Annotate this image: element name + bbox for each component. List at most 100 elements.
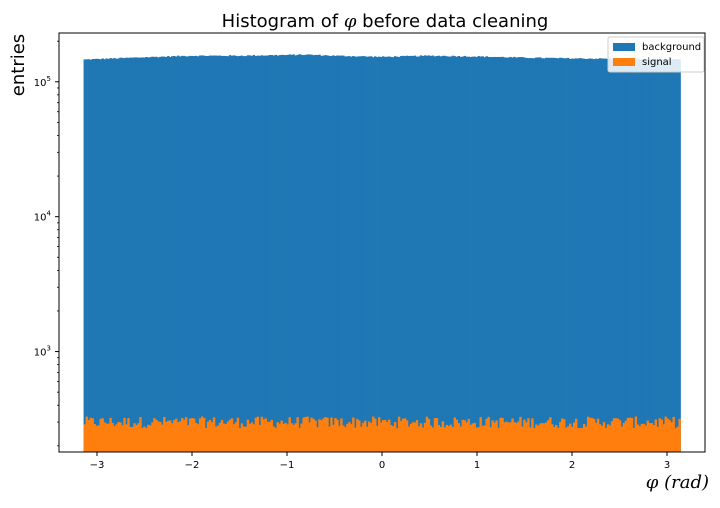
background-bar <box>131 57 134 453</box>
signal-bar <box>322 418 325 452</box>
background-bar <box>340 55 343 453</box>
signal-bar <box>573 422 576 452</box>
background-bar <box>654 58 657 452</box>
background-bar <box>87 59 90 452</box>
signal-bar <box>545 422 548 452</box>
signal-bar <box>83 424 86 452</box>
signal-bar <box>401 418 405 452</box>
signal-bar <box>672 416 675 452</box>
background-bar <box>393 56 397 453</box>
signal-bar <box>328 426 331 452</box>
signal-bar <box>513 422 516 452</box>
background-bar <box>501 56 504 453</box>
background-bar <box>676 59 679 453</box>
signal-bar <box>254 417 258 452</box>
signal-bar <box>668 420 671 452</box>
background-bar <box>449 56 453 452</box>
background-bar <box>555 58 558 453</box>
background-bar <box>161 56 164 452</box>
signal-bar <box>543 423 546 452</box>
background-bar <box>220 55 224 452</box>
background-bar <box>204 55 208 452</box>
background-bar <box>298 54 301 452</box>
title-phi-symbol: φ <box>344 11 357 32</box>
background-bar <box>624 58 628 452</box>
background-bar <box>230 55 234 452</box>
signal-bar <box>612 418 616 452</box>
background-bar <box>133 57 136 453</box>
signal-bar <box>173 419 176 452</box>
x-tick-label: 1 <box>474 460 480 471</box>
background-bar <box>280 54 283 452</box>
background-bar <box>451 55 455 453</box>
background-bar <box>89 59 92 453</box>
signal-bar <box>594 422 598 452</box>
signal-bar <box>141 427 144 452</box>
signal-bar <box>654 419 657 452</box>
x-axis-label: φ (rad) <box>646 472 709 493</box>
background-bar <box>648 59 652 453</box>
signal-bar <box>356 418 359 452</box>
signal-bar <box>342 425 345 452</box>
signal-bar <box>547 420 550 452</box>
signal-bar <box>95 425 98 452</box>
background-bar <box>477 56 480 452</box>
signal-bar <box>189 418 192 452</box>
background-bar <box>389 56 393 452</box>
signal-bar <box>278 423 281 452</box>
signal-bar <box>163 416 166 452</box>
background-bar <box>97 58 100 452</box>
signal-bar <box>346 423 349 452</box>
signal-bar <box>167 420 170 452</box>
signal-bar <box>604 427 608 452</box>
background-bar <box>610 59 614 452</box>
signal-bar <box>89 417 92 452</box>
background-bar <box>547 57 550 452</box>
background-bar <box>678 59 681 453</box>
signal-bar <box>483 425 486 452</box>
background-bar <box>612 58 616 453</box>
signal-bar <box>515 422 518 452</box>
signal-bar <box>228 419 232 452</box>
signal-bar <box>391 426 395 452</box>
background-bar <box>163 56 166 452</box>
signal-bar <box>123 417 126 452</box>
background-bar <box>656 59 659 453</box>
background-bar <box>427 55 431 453</box>
background-bar <box>362 56 365 453</box>
background-bar <box>614 58 618 452</box>
background-bar <box>391 57 395 453</box>
background-bar <box>206 56 210 452</box>
signal-bar <box>658 418 661 452</box>
background-bar <box>582 58 586 452</box>
background-bar <box>288 54 291 452</box>
background-bar <box>638 59 642 452</box>
signal-bar <box>399 421 403 452</box>
signal-bar <box>230 418 234 452</box>
signal-bar <box>656 426 659 452</box>
background-bar <box>511 57 514 453</box>
background-bar <box>270 55 273 452</box>
signal-bar <box>137 423 140 452</box>
background-bar <box>264 55 267 453</box>
background-bar <box>588 58 592 452</box>
background-bar <box>628 59 632 453</box>
background-bar <box>551 57 554 453</box>
signal-bar <box>121 425 124 452</box>
background-bar <box>240 55 244 452</box>
legend-swatch-background <box>613 43 635 51</box>
background-bar <box>425 55 429 453</box>
signal-bar <box>149 425 152 452</box>
background-bar <box>517 57 520 453</box>
signal-bar <box>481 425 484 452</box>
background-bar <box>306 54 309 453</box>
signal-bar <box>334 418 337 452</box>
background-bar <box>668 59 671 453</box>
background-bar <box>143 57 146 453</box>
background-bar <box>535 57 538 453</box>
signal-bar <box>161 424 164 452</box>
background-bar <box>662 59 665 452</box>
signal-bar <box>380 422 383 452</box>
signal-bars <box>83 416 681 452</box>
signal-bar <box>638 426 642 452</box>
